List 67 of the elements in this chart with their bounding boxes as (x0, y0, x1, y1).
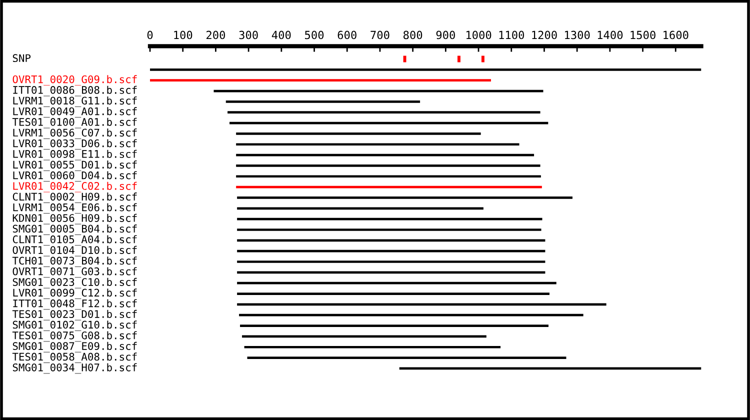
x-tick-label: 1400 (598, 30, 623, 40)
y-tick-label: LVR01_0042_C02.b.scf (13, 182, 137, 192)
x-tick-label: 1100 (499, 30, 524, 40)
y-tick-label: SMG01_0005_B04.b.scf (12, 224, 137, 235)
y-tick-label: TES01_0058_A08.b.scf (12, 352, 137, 363)
bar (247, 356, 566, 359)
y-tick-label: LVR01_0098_E11.b.scf (13, 150, 137, 160)
y-tick-label: OVRT1_0020_G09.b.scf (12, 75, 137, 86)
bar (237, 260, 546, 263)
y-tick-label: SMG01_0087_E09.b.scf (12, 342, 137, 352)
y-tick-label: LVRM1_0018_G11.b.scf (13, 96, 137, 107)
x-tick-label: 1600 (664, 30, 688, 40)
y-tick-label: SMG01_0023_C10.b.scf (12, 278, 137, 288)
y-tick-label: TCH01_0073_B04.b.scf (12, 256, 137, 267)
y-tick-label: SMG01_0034_H07.b.scf (12, 363, 137, 374)
x-tick-label: 400 (272, 30, 291, 40)
bar (236, 132, 481, 135)
y-tick-label: SNP (12, 54, 31, 62)
bar (226, 100, 420, 103)
y-tick-label: CLNT1_0002_H09.b.scf (12, 192, 137, 203)
x-tick-label: 1300 (565, 30, 590, 40)
bar (228, 111, 540, 114)
y-tick-label: ITT01_0048_F12.b.scf (13, 299, 137, 310)
bar (236, 164, 540, 167)
x-tick-label: 800 (403, 30, 422, 40)
bar (236, 175, 541, 178)
bar (239, 314, 584, 316)
bar (237, 228, 542, 231)
x-tick-label: 600 (338, 30, 356, 40)
y-tick-label: OVRT1_0104_D10.b.scf (12, 246, 137, 256)
x-tick-label: 1500 (630, 30, 656, 40)
bar (457, 56, 460, 62)
y-tick-label: TES01_0100_A01.b.scf (12, 118, 137, 128)
x-tick-label: 0 (147, 30, 153, 40)
y-tick-label: LVR01_0049_A01.b.scf (13, 107, 137, 118)
x-tick-label: 300 (239, 30, 258, 40)
y-tick-label: KDN01_0056_H09.b.scf (12, 214, 137, 224)
bar (481, 56, 484, 62)
y-tick-label: LVR01_0060_D04.b.scf (13, 171, 137, 182)
bar (237, 207, 484, 210)
bar (240, 324, 548, 327)
bar (236, 143, 520, 146)
y-tick-label: CLNT1_0105_A04.b.scf (12, 235, 137, 246)
y-tick-label: LVR01_0099_C12.b.scf (13, 288, 137, 299)
x-tick-label: 100 (174, 30, 192, 40)
bar (150, 68, 702, 71)
x-tick-label: 1200 (532, 30, 557, 40)
y-tick-label: TES01_0023_D01.b.scf (12, 310, 137, 320)
bar (237, 250, 546, 252)
bar (237, 196, 572, 199)
y-tick-label: LVRM1_0056_C07.b.scf (13, 128, 137, 139)
y-tick-label: LVR01_0055_D01.b.scf (13, 160, 137, 171)
y-tick-label: LVRM1_0054_E06.b.scf (13, 203, 137, 214)
bar (244, 346, 501, 348)
bar (237, 239, 546, 242)
y-tick-label: OVRT1_0071_G03.b.scf (12, 267, 137, 278)
bar (237, 282, 556, 284)
x-tick-label: 1000 (466, 30, 492, 40)
y-tick-label: ITT01_0086_B08.b.scf (13, 86, 137, 96)
y-tick-label: LVR01_0033_D06.b.scf (13, 139, 137, 150)
y-tick-label: TES01_0075_G08.b.scf (12, 331, 137, 342)
x-tick-label: 900 (436, 30, 455, 40)
x-tick-label: 200 (206, 30, 226, 40)
bar (237, 292, 550, 295)
x-tick-label: 500 (305, 30, 324, 40)
y-tick-label: SMG01_0102_G10.b.scf (12, 320, 137, 331)
x-tick-label: 700 (370, 30, 390, 40)
